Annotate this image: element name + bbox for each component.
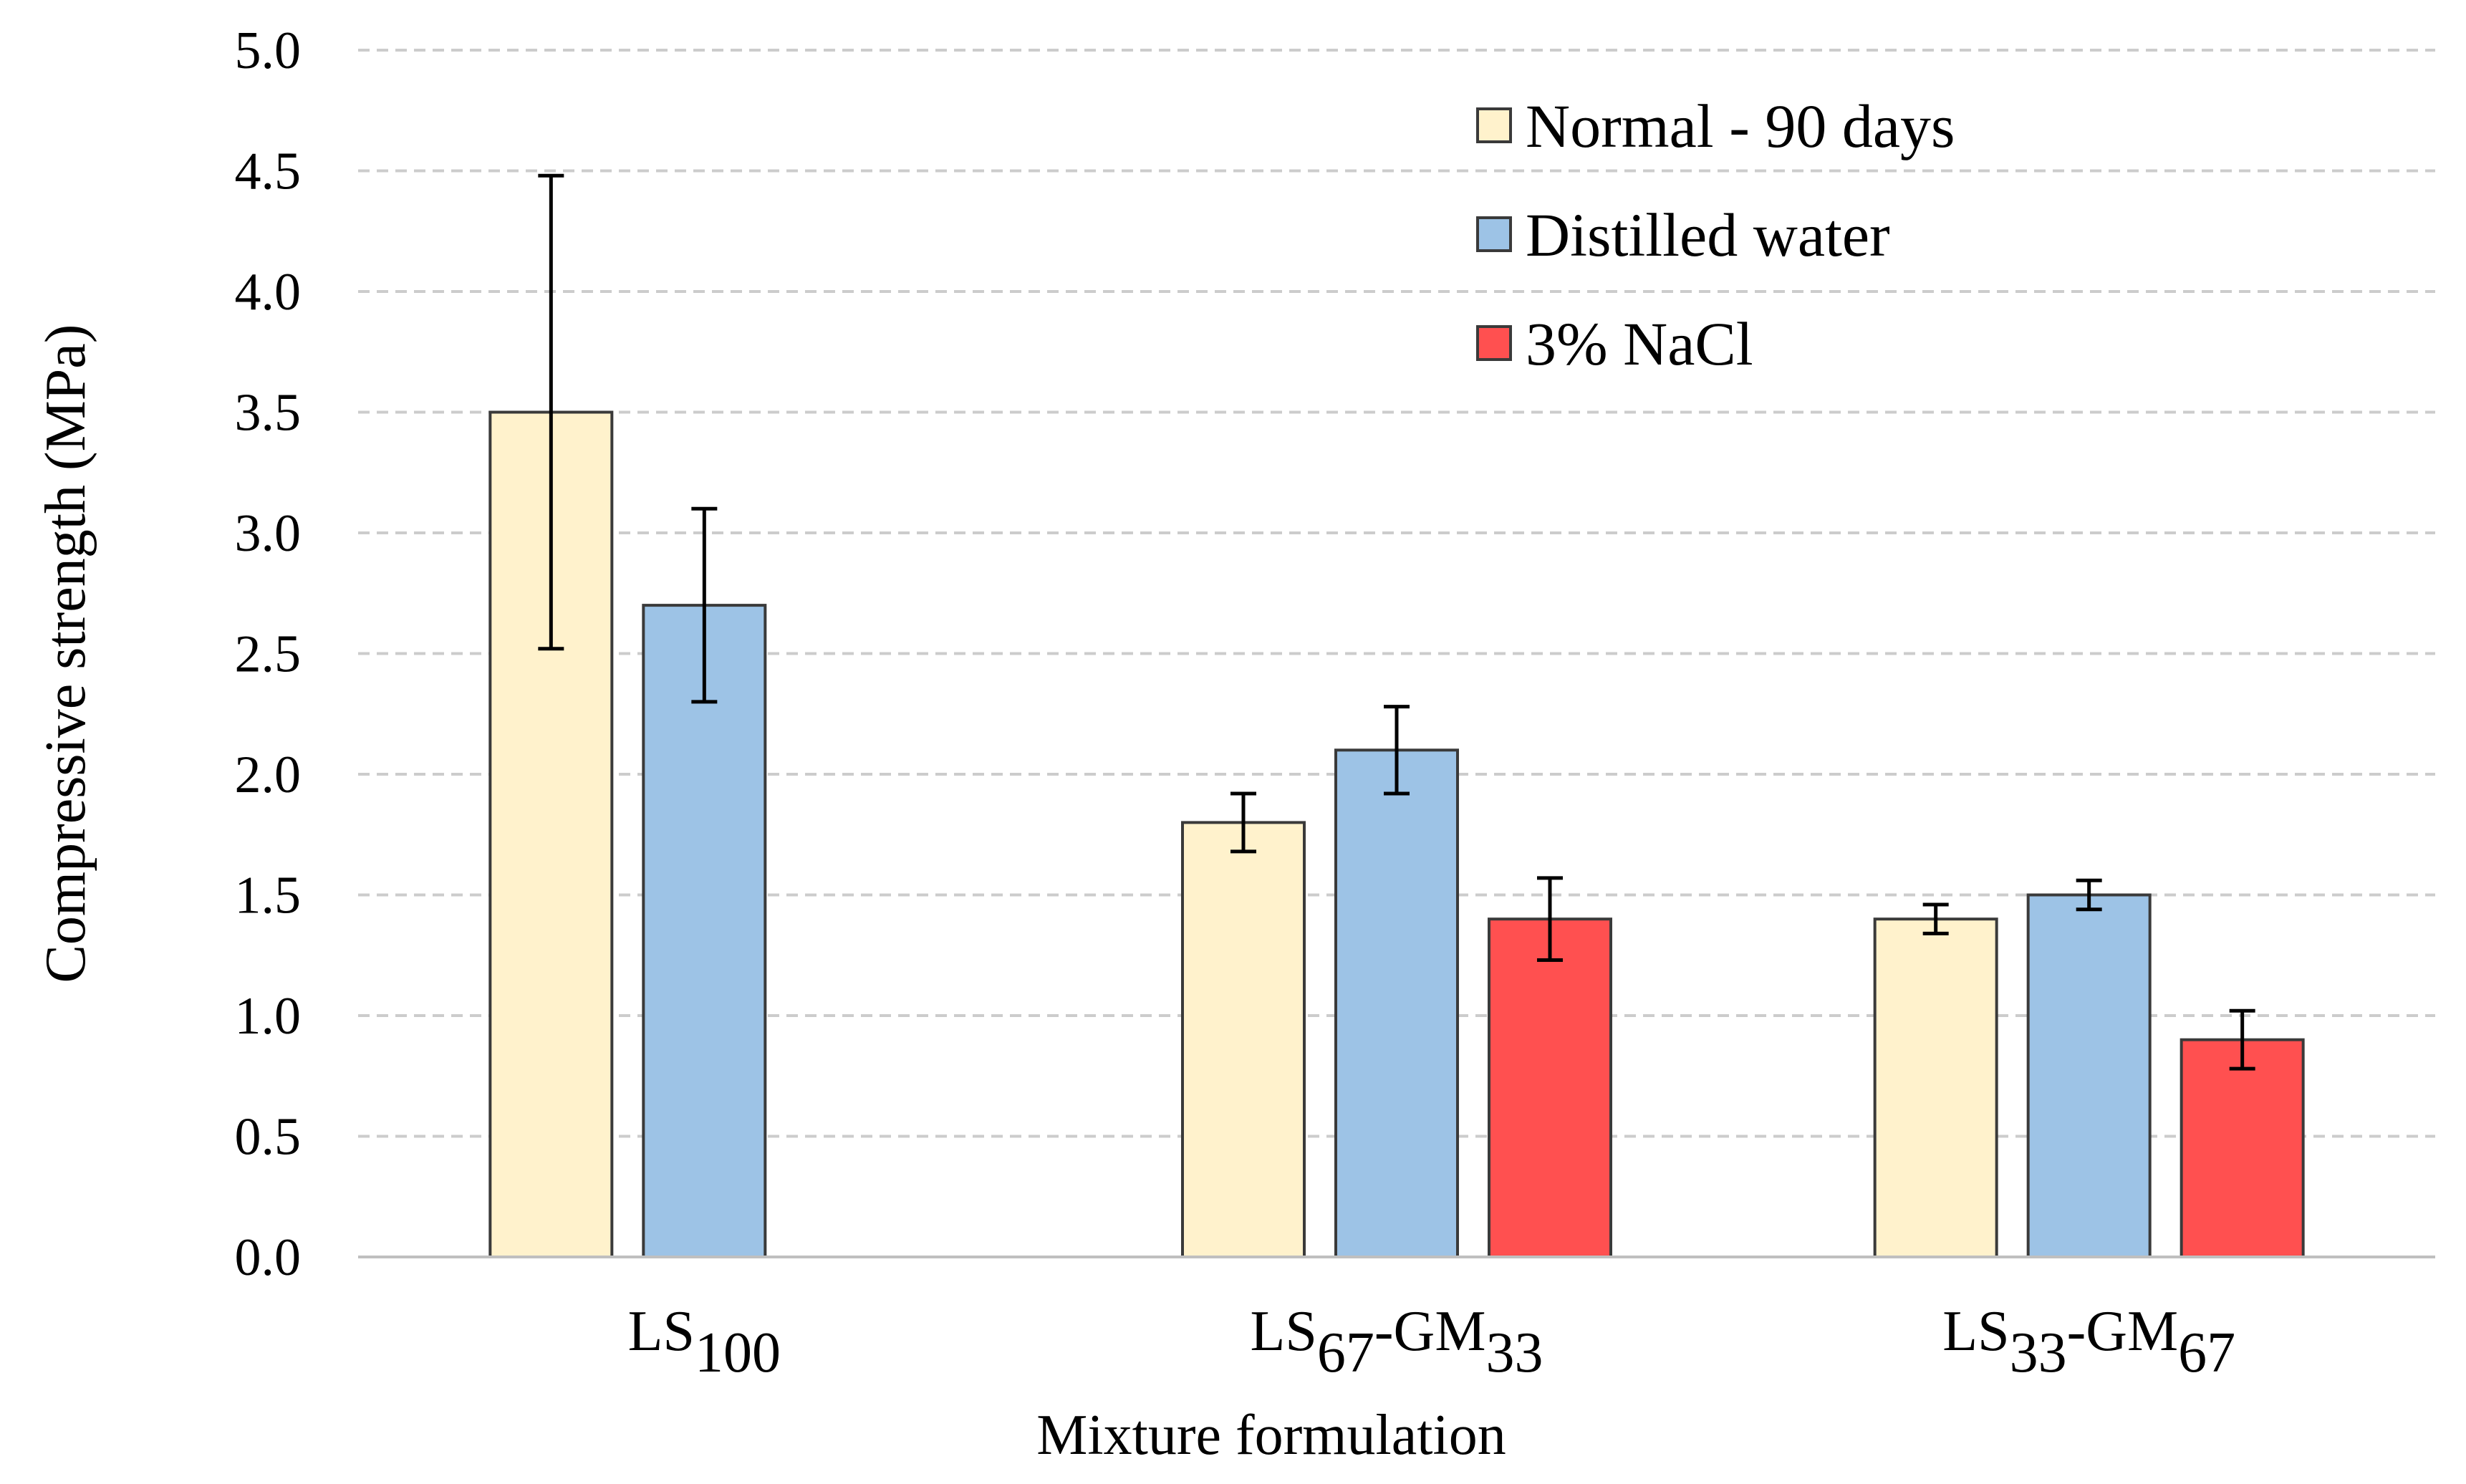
x-category-label: LS67-GM33 — [1251, 1300, 1543, 1384]
y-tick-label: 2.0 — [235, 746, 302, 804]
category-text: -GM — [2067, 1300, 2179, 1363]
bar — [1334, 748, 1459, 1259]
category-text: -GM — [1374, 1300, 1486, 1363]
legend-label: Distilled water — [1526, 201, 1890, 269]
legend-label: Normal - 90 days — [1526, 92, 1955, 160]
bars-group — [488, 410, 2305, 1259]
bar — [642, 604, 767, 1258]
y-tick-label: 1.5 — [235, 867, 302, 925]
y-tick-label: 4.0 — [235, 263, 302, 322]
subscript: 100 — [695, 1321, 781, 1384]
category-text: LS — [628, 1300, 695, 1363]
y-tick-label: 0.5 — [235, 1108, 302, 1167]
bar — [2180, 1038, 2305, 1258]
y-axis-title: Compressive strength (MPa) — [34, 324, 97, 983]
y-tick-labels: 0.0 0.5 1.0 1.5 2.0 2.5 3.0 3.5 4.0 4.5 5.0 — [235, 21, 302, 1287]
error-bars-group — [538, 173, 2255, 1071]
bar — [1873, 917, 1998, 1258]
legend: Normal - 90 days Distilled water 3% NaCl — [1476, 92, 1955, 378]
y-tick-label: 4.5 — [235, 143, 302, 201]
subscript: 33 — [2010, 1321, 2067, 1384]
x-category-labels: LS100 LS67-GM33 LS33-GM67 — [628, 1300, 2235, 1384]
subscript: 33 — [1485, 1321, 1543, 1384]
y-tick-label: 2.5 — [235, 625, 302, 684]
x-category-label: LS33-GM67 — [1942, 1300, 2235, 1384]
bar — [1488, 917, 1612, 1258]
category-text: LS — [1942, 1300, 2009, 1363]
bar — [2026, 893, 2152, 1258]
legend-label: 3% NaCl — [1526, 309, 1753, 378]
y-tick-label: 3.0 — [235, 504, 302, 563]
y-tick-label: 5.0 — [235, 21, 302, 80]
x-category-label: LS100 — [628, 1300, 781, 1384]
legend-swatch — [1476, 325, 1512, 361]
bar — [1181, 821, 1306, 1258]
category-text: LS — [1251, 1300, 1317, 1363]
legend-swatch — [1476, 107, 1512, 143]
y-tick-label: 1.0 — [235, 987, 302, 1046]
y-tick-label: 3.5 — [235, 384, 302, 443]
subscript: 67 — [1317, 1321, 1374, 1384]
subscript: 67 — [2178, 1321, 2235, 1384]
x-axis-title: Mixture formulation — [1036, 1404, 1506, 1467]
y-tick-label: 0.0 — [235, 1228, 302, 1287]
legend-swatch — [1476, 216, 1512, 252]
